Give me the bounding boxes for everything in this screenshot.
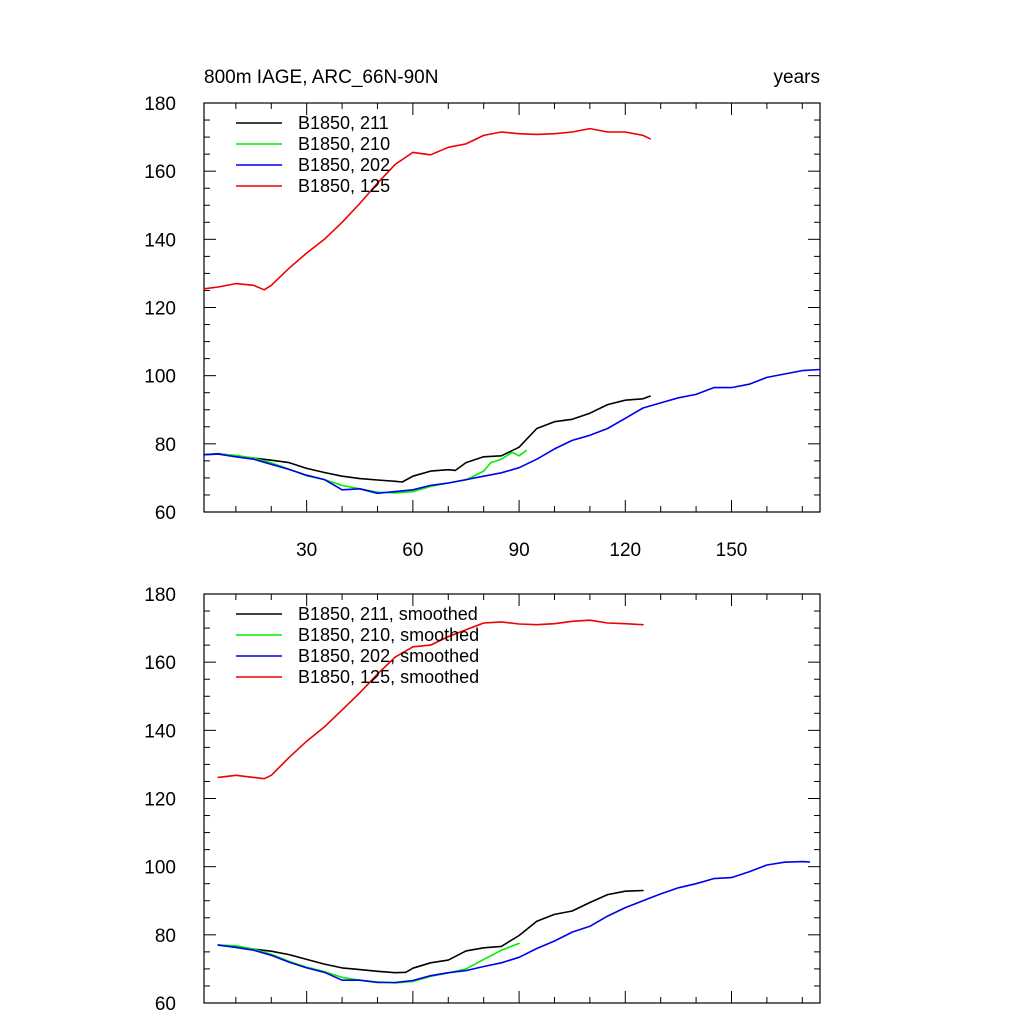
x-tick-label: 30 bbox=[296, 540, 317, 561]
series-line bbox=[203, 449, 528, 494]
chart-title-right: years bbox=[774, 67, 820, 88]
series-line bbox=[217, 860, 811, 984]
y-tick-label: 100 bbox=[144, 858, 176, 879]
y-tick-label: 120 bbox=[144, 299, 176, 320]
legend-label: B1850, 202, smoothed bbox=[298, 646, 479, 666]
plot-frame bbox=[203, 593, 821, 1004]
legend-label: B1850, 210, smoothed bbox=[298, 625, 479, 645]
legend-label: B1850, 202 bbox=[298, 155, 390, 175]
legend-label: B1850, 211, smoothed bbox=[298, 604, 478, 624]
series-line bbox=[217, 889, 644, 974]
y-tick-label: 80 bbox=[155, 435, 176, 456]
y-tick-label: 60 bbox=[155, 503, 176, 524]
y-tick-label: 160 bbox=[144, 653, 176, 674]
series-line bbox=[203, 368, 821, 495]
y-tick-label: 80 bbox=[155, 926, 176, 947]
series-line bbox=[203, 395, 651, 483]
chart-title: 800m IAGE, ARC_66N-90N bbox=[204, 67, 438, 88]
legend-label: B1850, 125 bbox=[298, 176, 390, 196]
series-line bbox=[217, 619, 644, 780]
y-tick-label: 160 bbox=[144, 162, 176, 183]
y-tick-label: 100 bbox=[144, 367, 176, 388]
y-tick-label: 180 bbox=[144, 94, 176, 115]
y-tick-label: 60 bbox=[155, 994, 176, 1015]
x-tick-label: 90 bbox=[509, 540, 530, 561]
legend-label: B1850, 211 bbox=[298, 113, 389, 133]
x-tick-label: 120 bbox=[609, 540, 641, 561]
y-tick-label: 140 bbox=[144, 721, 176, 742]
y-tick-label: 120 bbox=[144, 790, 176, 811]
y-tick-label: 180 bbox=[144, 585, 176, 606]
y-tick-label: 140 bbox=[144, 230, 176, 251]
x-tick-label: 150 bbox=[716, 540, 748, 561]
x-tick-label: 60 bbox=[402, 540, 423, 561]
chart-panel-top: 800m IAGE, ARC_66N-90N years 60 80 100 120 1… bbox=[144, 67, 821, 561]
series-line bbox=[203, 127, 651, 291]
legend-label: B1850, 125, smoothed bbox=[298, 667, 479, 687]
legend-label: B1850, 210 bbox=[298, 134, 390, 154]
